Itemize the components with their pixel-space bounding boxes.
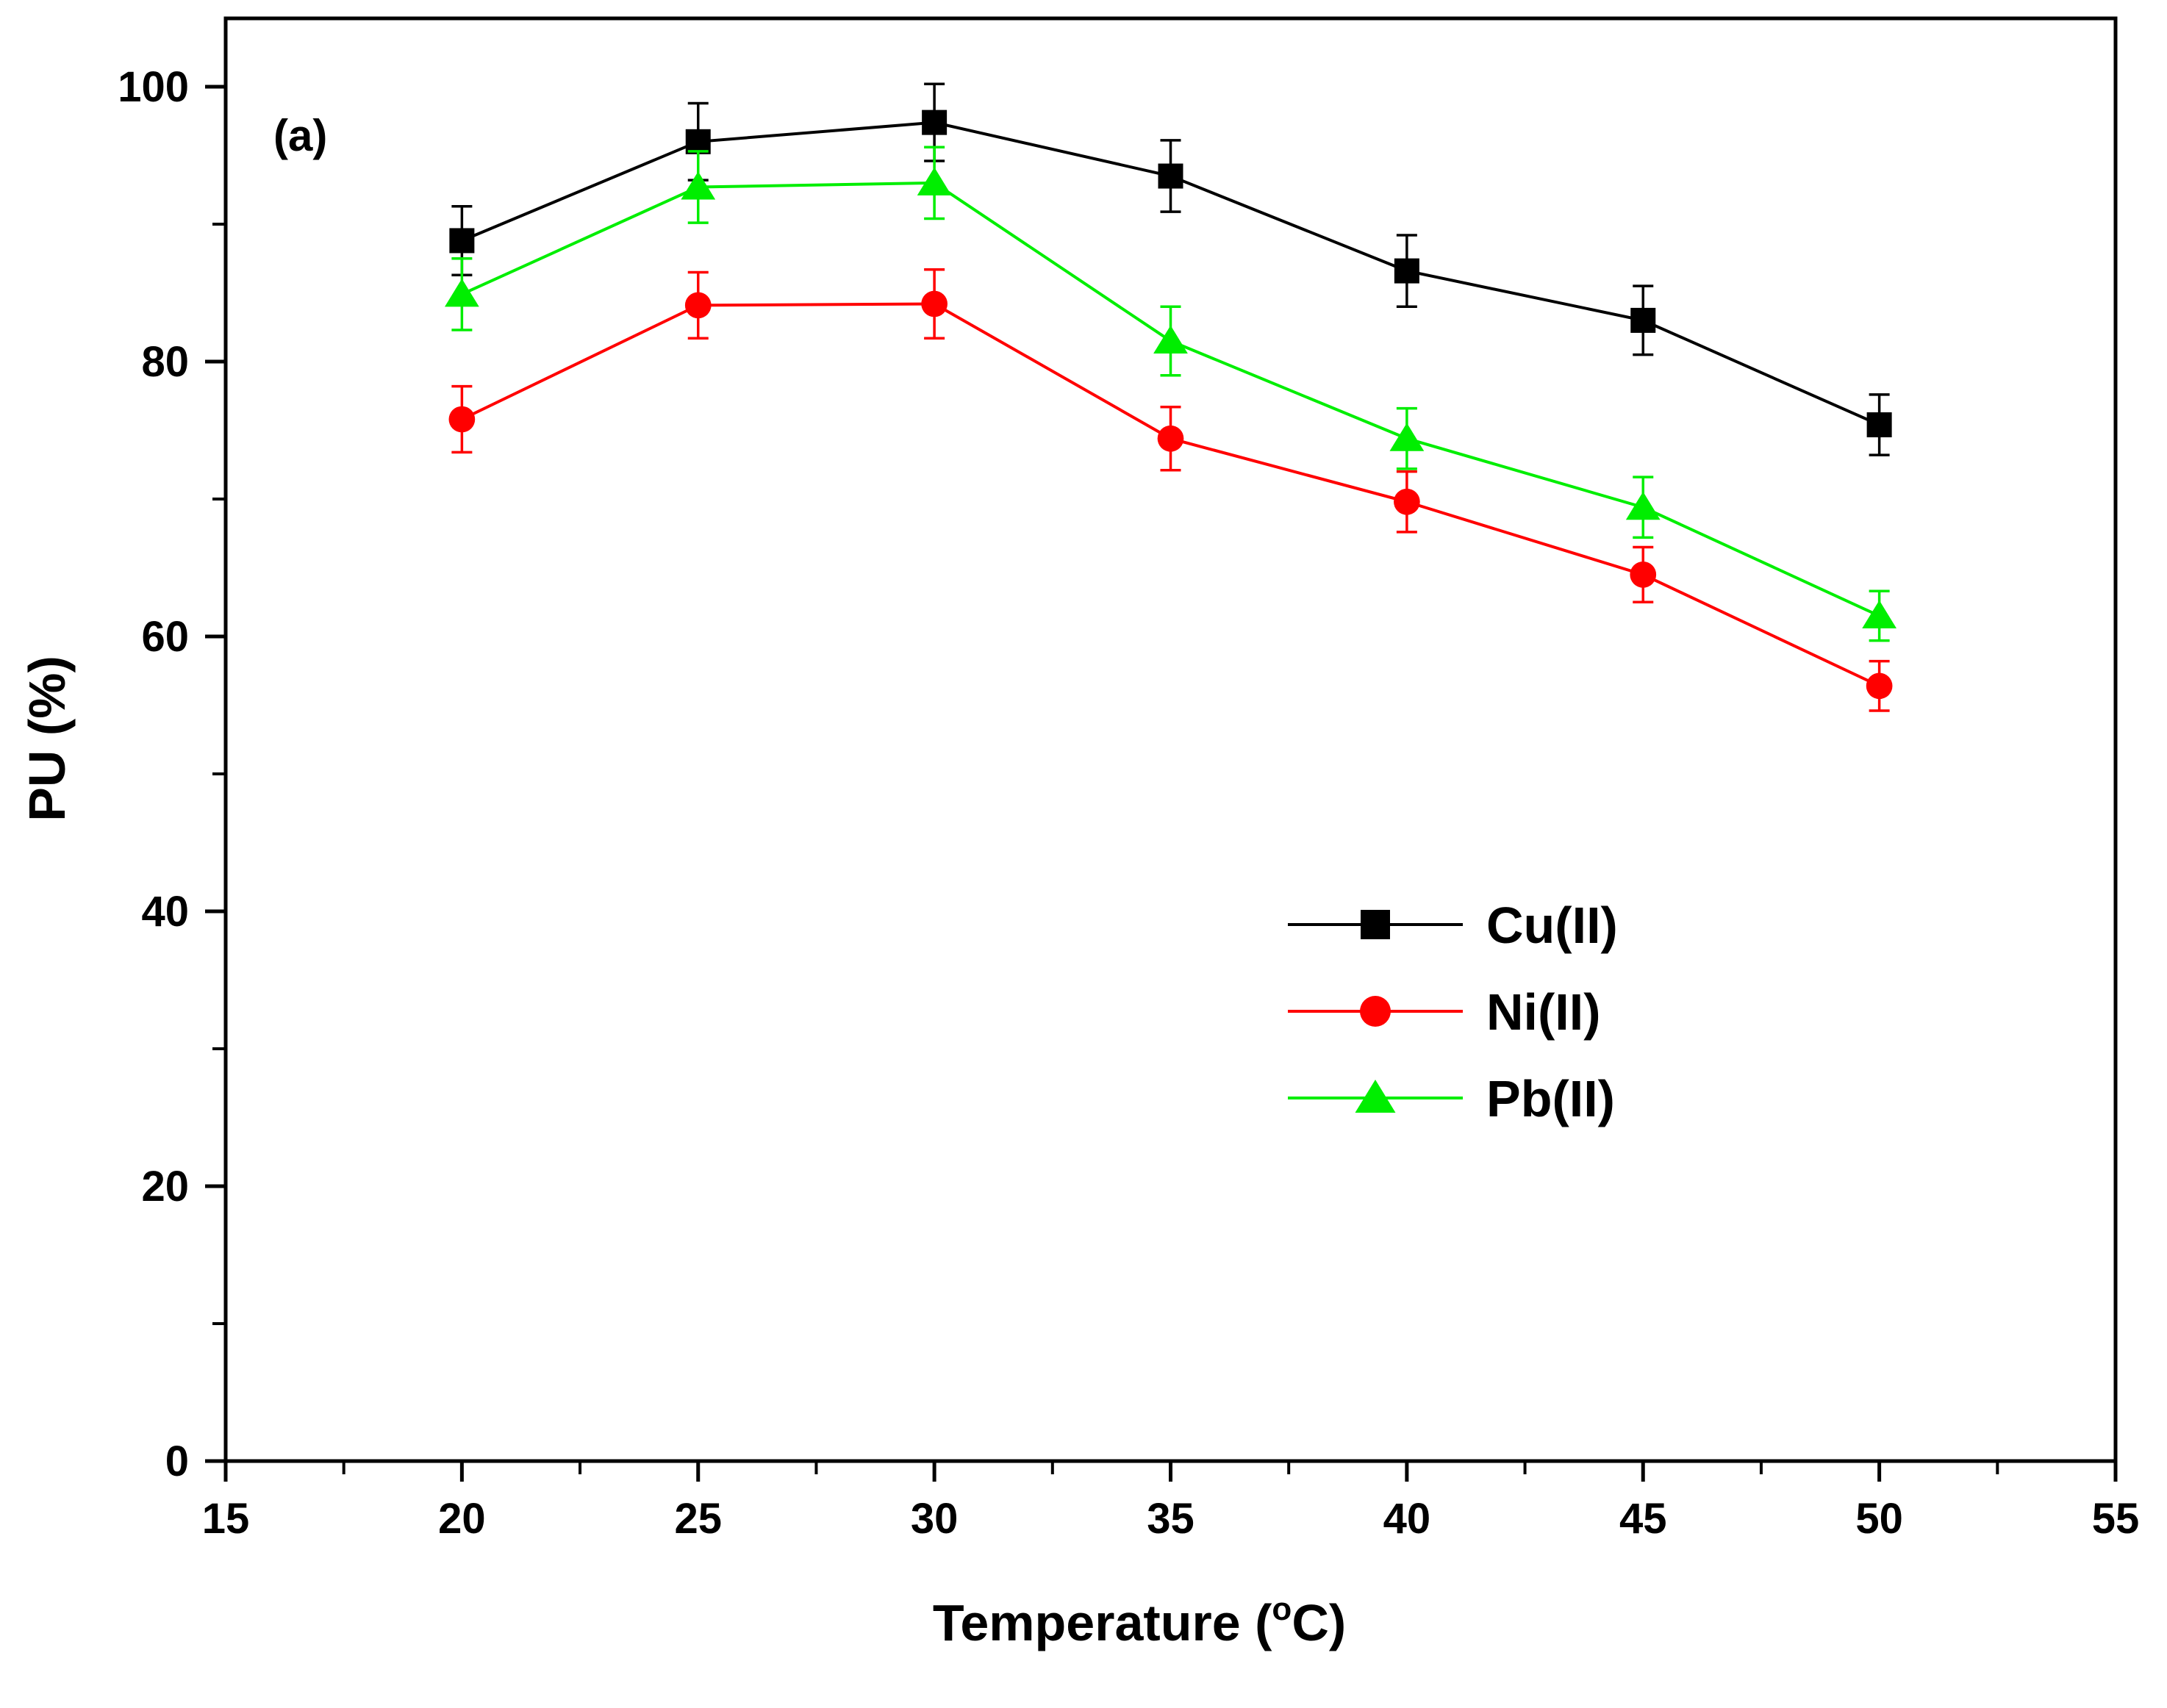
x-tick-label: 45 [1619, 1495, 1667, 1543]
y-tick-label: 80 [141, 338, 189, 386]
x-tick-label: 25 [674, 1495, 722, 1543]
legend-marker [1360, 996, 1391, 1027]
x-tick-label: 30 [911, 1495, 959, 1543]
data-point [1866, 412, 1892, 438]
data-point [1153, 325, 1188, 354]
legend-entry: Cu(II) [1288, 897, 1618, 954]
data-point [1630, 561, 1657, 588]
data-point [685, 129, 711, 154]
series-line [461, 181, 1880, 617]
legend-marker [1355, 1080, 1396, 1113]
plot-frame [223, 16, 2118, 1463]
data-point [448, 406, 476, 433]
data-point [684, 292, 712, 319]
legend: Cu(II) Ni(II) Pb(II) [1288, 897, 1618, 1127]
legend-marker [1361, 910, 1390, 939]
panel-label: (a) [273, 111, 327, 160]
x-tick-label: 40 [1383, 1495, 1431, 1543]
legend-entry: Ni(II) [1288, 983, 1601, 1041]
data-point [1389, 423, 1425, 451]
x-tick-label: 50 [1855, 1495, 1903, 1543]
data-point [1158, 163, 1183, 189]
legend-label: Pb(II) [1486, 1070, 1615, 1127]
series-Pb(II) [445, 146, 1896, 642]
data-point [681, 171, 716, 200]
y-tick-label: 0 [165, 1438, 189, 1485]
data-point [922, 110, 948, 135]
series-Cu(II) [449, 82, 1892, 456]
legend-label: Ni(II) [1486, 983, 1601, 1041]
data-point [1157, 425, 1184, 452]
y-tick-label: 100 [118, 63, 189, 111]
x-axis-title-main: Temperature ( [933, 1594, 1272, 1651]
data-point [1394, 488, 1420, 515]
data-point [1866, 672, 1893, 700]
x-axis-title: Temperature (oC) [933, 1591, 1346, 1651]
data-point [445, 279, 479, 307]
data-point [921, 290, 948, 317]
data-point [449, 228, 475, 254]
series-layer [445, 82, 1896, 712]
x-tick-label: 15 [202, 1495, 250, 1543]
axis-ticks [205, 85, 2118, 1482]
legend-label: Cu(II) [1486, 897, 1618, 954]
x-axis-title-sup: o [1272, 1591, 1292, 1627]
x-tick-label: 20 [438, 1495, 486, 1543]
x-tick-label: 55 [2092, 1495, 2140, 1543]
data-point [1630, 307, 1656, 333]
y-tick-label: 40 [141, 888, 189, 936]
legend-entry: Pb(II) [1288, 1070, 1615, 1127]
data-point [1862, 600, 1896, 628]
y-tick-label: 60 [141, 613, 189, 661]
data-point [1394, 258, 1419, 284]
y-axis-title: PU (%) [18, 656, 76, 822]
data-point [917, 167, 952, 195]
x-tick-label: 35 [1147, 1495, 1194, 1543]
y-tick-label: 20 [141, 1163, 189, 1210]
axis-tick-labels: 15 20 25 30 35 40 45 50 55 0 20 40 60 80 100 [118, 63, 2139, 1543]
x-axis-title-end: C) [1292, 1594, 1346, 1651]
series-Ni(II) [448, 268, 1893, 712]
data-point [1625, 491, 1661, 520]
